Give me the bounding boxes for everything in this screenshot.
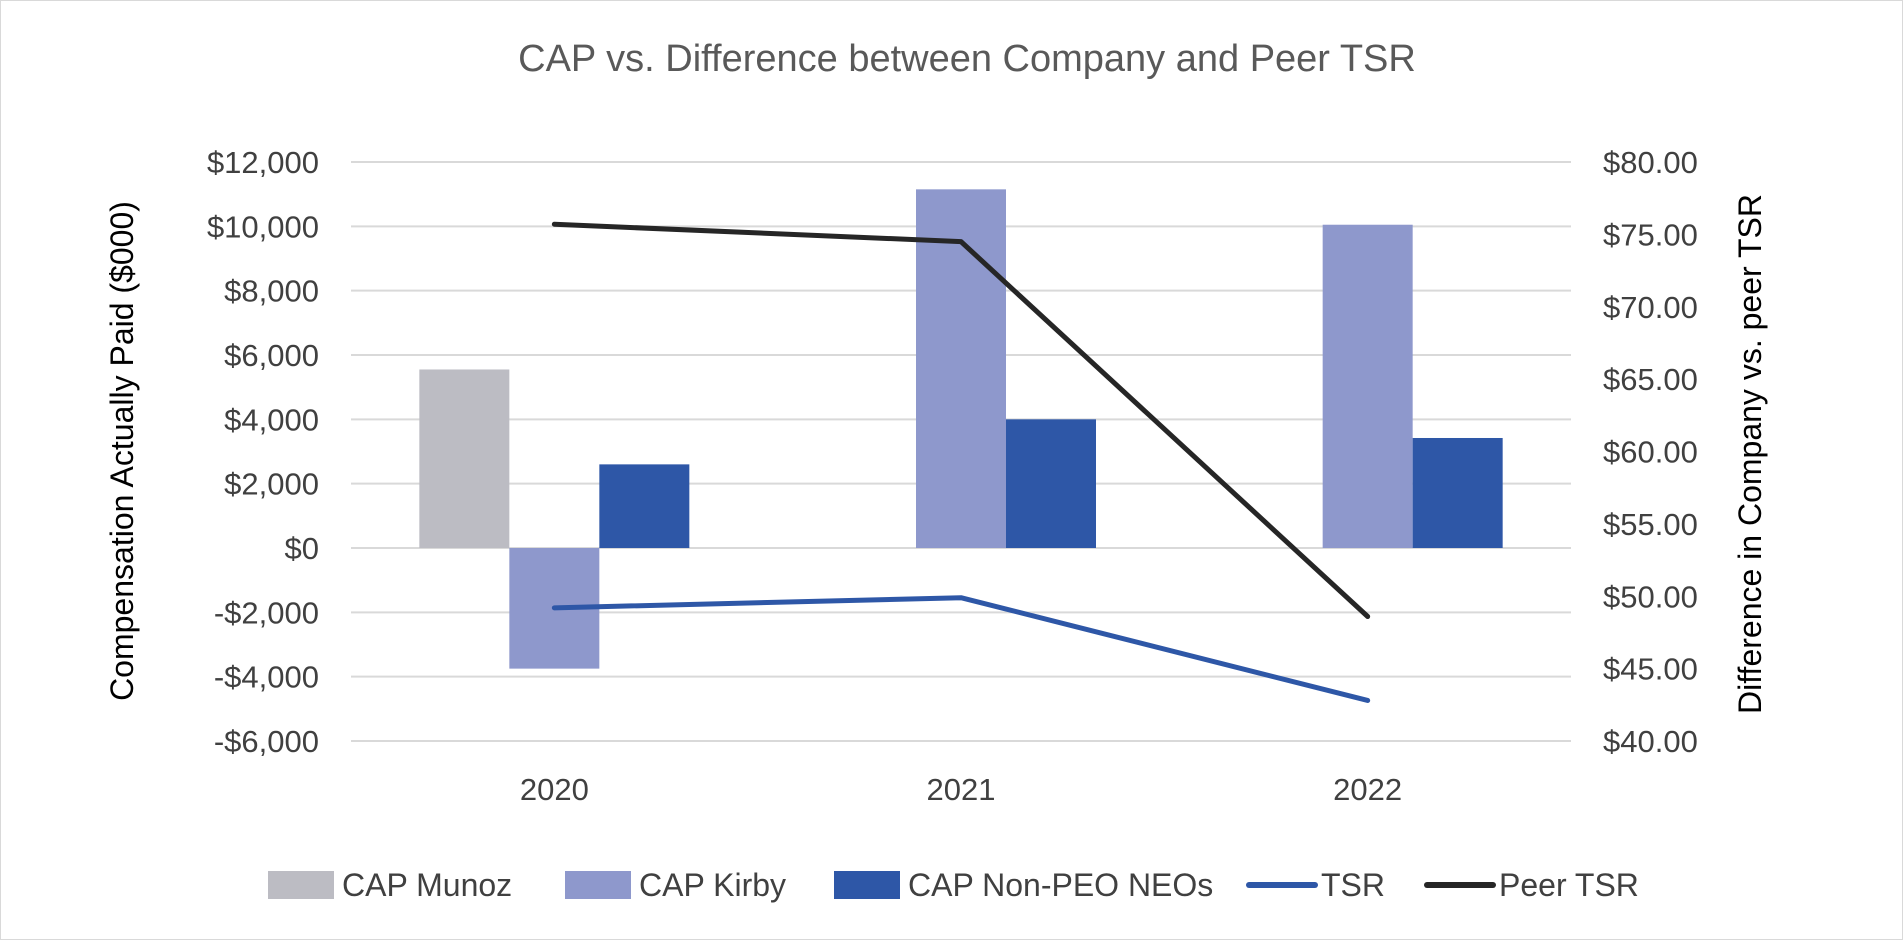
legend-label-cap-munoz: CAP Munoz (342, 867, 512, 903)
legend-swatch-cap-kirby (565, 871, 631, 899)
bar-cap-non-peo-neos-2020 (599, 464, 690, 548)
line-series (551, 221, 1371, 703)
line-peer-tsr (551, 221, 1371, 620)
y2-tick-label: $80.00 (1603, 145, 1698, 180)
right-axis-ticks: $80.00 $75.00 $70.00 $65.00 $60.00 $55.00 $50.… (1603, 145, 1698, 759)
y-axis-label: Compensation Actually Paid ($000) (104, 201, 140, 701)
y-tick-label: -$2,000 (214, 595, 319, 630)
y-tick-label: $6,000 (224, 338, 319, 373)
bar-series (419, 189, 1503, 669)
y2-axis-label: Difference in Company vs. peer TSR (1732, 194, 1768, 714)
y2-tick-label: $60.00 (1603, 435, 1698, 470)
x-axis-ticks: 2020 2021 2022 (520, 772, 1402, 807)
y-tick-label: $4,000 (224, 402, 319, 437)
y-tick-label: $0 (285, 531, 319, 566)
y-tick-label: $12,000 (207, 145, 319, 180)
y-tick-label: $10,000 (207, 209, 319, 244)
left-axis-ticks: $12,000 $10,000 $8,000 $6,000 $4,000 $2,000 $0… (207, 145, 319, 759)
y2-tick-label: $45.00 (1603, 652, 1698, 687)
legend-label-peer-tsr: Peer TSR (1499, 867, 1639, 903)
legend-label-tsr: TSR (1321, 867, 1385, 903)
legend: CAP Munoz CAP Kirby CAP Non-PEO NEOs TSR Pee… (268, 867, 1639, 903)
x-tick-label: 2020 (520, 772, 589, 807)
bar-cap-non-peo-neos-2021 (1006, 419, 1096, 548)
y2-tick-label: $75.00 (1603, 217, 1698, 252)
x-tick-label: 2021 (927, 772, 996, 807)
bar-cap-kirby-2021 (916, 189, 1006, 548)
chart-title: CAP vs. Difference between Company and P… (518, 38, 1416, 80)
legend-label-cap-kirby: CAP Kirby (639, 867, 786, 903)
legend-swatch-cap-non-peo-neos (834, 871, 900, 899)
y-tick-label: -$4,000 (214, 660, 319, 695)
y2-tick-label: $65.00 (1603, 362, 1698, 397)
y-tick-label: $8,000 (224, 274, 319, 309)
y2-tick-label: $70.00 (1603, 290, 1698, 325)
x-tick-label: 2022 (1333, 772, 1402, 807)
y-tick-label: $2,000 (224, 467, 319, 502)
y2-tick-label: $40.00 (1603, 724, 1698, 759)
legend-swatch-cap-munoz (268, 871, 334, 899)
y2-tick-label: $50.00 (1603, 579, 1698, 614)
bar-cap-munoz-2020 (419, 369, 510, 548)
bar-cap-kirby-2022 (1322, 224, 1413, 548)
y2-tick-label: $55.00 (1603, 507, 1698, 542)
bar-cap-non-peo-neos-2022 (1412, 437, 1503, 548)
y-tick-label: -$6,000 (214, 724, 319, 759)
line-tsr (551, 595, 1371, 703)
legend-label-cap-non-peo-neos: CAP Non-PEO NEOs (908, 867, 1213, 903)
